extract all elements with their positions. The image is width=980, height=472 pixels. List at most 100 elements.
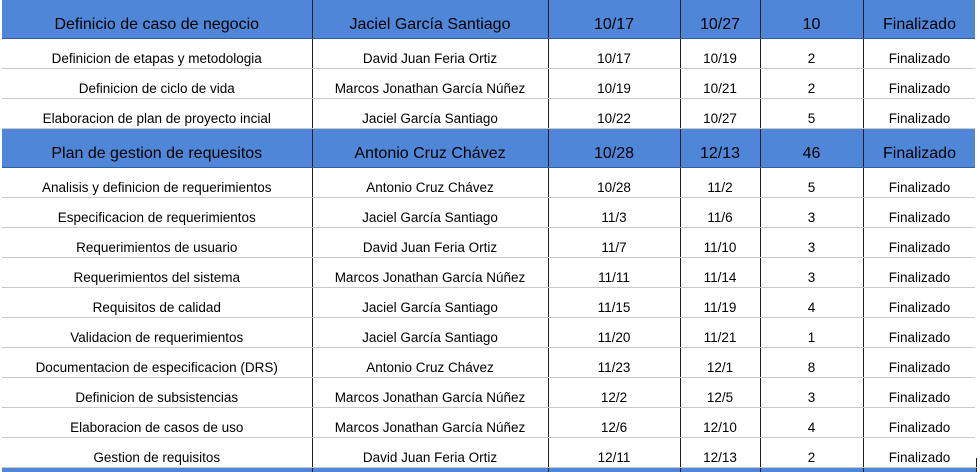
sheet-edge — [975, 0, 980, 458]
task-owner-cell[interactable]: Antonio Cruz Chávez — [312, 168, 548, 198]
task-owner-cell[interactable]: Jaciel García Santiago — [312, 99, 548, 129]
task-end-cell[interactable]: 10/27 — [680, 99, 760, 129]
task-start-cell[interactable]: 12/6 — [548, 408, 680, 438]
task-status-cell[interactable]: Finalizado — [863, 228, 976, 258]
task-owner-cell[interactable]: Marcos Jonathan García Núñez — [312, 408, 548, 438]
task-end-cell[interactable]: 10/19 — [680, 39, 760, 69]
task-name-cell[interactable]: Validacion de requerimientos — [2, 318, 312, 348]
task-end-cell[interactable]: 12/5 — [680, 378, 760, 408]
cell[interactable] — [863, 468, 976, 472]
task-days-cell[interactable]: 1 — [760, 318, 863, 348]
task-start-cell[interactable]: 10/19 — [548, 69, 680, 99]
table-row: Elaboracion de casos de uso Marcos Jonat… — [2, 408, 976, 438]
task-days-cell[interactable]: 5 — [760, 168, 863, 198]
task-status-cell[interactable]: Finalizado — [863, 39, 976, 69]
task-name-cell[interactable]: Analisis y definicion de requerimientos — [2, 168, 312, 198]
task-name-cell[interactable]: Elaboracion de casos de uso — [2, 408, 312, 438]
task-end-cell[interactable]: 12/1 — [680, 348, 760, 378]
task-status-cell[interactable]: Finalizado — [863, 258, 976, 288]
task-status-cell[interactable]: Finalizado — [863, 318, 976, 348]
task-owner-cell[interactable]: Marcos Jonathan García Núñez — [312, 258, 548, 288]
task-start-cell[interactable]: 10/28 — [548, 168, 680, 198]
task-start-cell[interactable]: 11/3 — [548, 198, 680, 228]
task-start-cell[interactable]: 10/17 — [548, 39, 680, 69]
cell[interactable] — [312, 468, 548, 472]
task-status-cell[interactable]: Finalizado — [863, 198, 976, 228]
task-status-cell[interactable]: Finalizado — [863, 288, 976, 318]
phase-end-cell[interactable]: 12/13 — [680, 129, 760, 168]
task-end-cell[interactable]: 11/6 — [680, 198, 760, 228]
cell[interactable] — [548, 468, 680, 472]
task-end-cell[interactable]: 11/14 — [680, 258, 760, 288]
task-start-cell[interactable]: 11/15 — [548, 288, 680, 318]
task-name-cell[interactable]: Elaboracion de plan de proyecto incial — [2, 99, 312, 129]
task-owner-cell[interactable]: David Juan Feria Ortiz — [312, 228, 548, 258]
task-status-cell[interactable]: Finalizado — [863, 378, 976, 408]
phase-end-cell[interactable]: 10/27 — [680, 0, 760, 39]
task-owner-cell[interactable]: Jaciel García Santiago — [312, 198, 548, 228]
task-owner-cell[interactable]: Jaciel García Santiago — [312, 288, 548, 318]
task-status-cell[interactable]: Finalizado — [863, 408, 976, 438]
task-start-cell[interactable]: 11/23 — [548, 348, 680, 378]
task-status-cell[interactable]: Finalizado — [863, 438, 976, 468]
table-row: Requisitos de calidad Jaciel García Sant… — [2, 288, 976, 318]
task-end-cell[interactable]: 11/19 — [680, 288, 760, 318]
task-owner-cell[interactable]: Antonio Cruz Chávez — [312, 348, 548, 378]
phase-status-cell[interactable]: Finalizado — [863, 129, 976, 168]
phase-owner-cell[interactable]: Jaciel García Santiago — [312, 0, 548, 39]
phase-name-cell[interactable]: Definicio de caso de negocio — [2, 0, 312, 39]
phase-owner-cell[interactable]: Antonio Cruz Chávez — [312, 129, 548, 168]
task-start-cell[interactable]: 10/22 — [548, 99, 680, 129]
task-name-cell[interactable]: Definicion de ciclo de vida — [2, 69, 312, 99]
task-owner-cell[interactable]: David Juan Feria Ortiz — [312, 438, 548, 468]
task-name-cell[interactable]: Requerimientos de usuario — [2, 228, 312, 258]
task-start-cell[interactable]: 12/11 — [548, 438, 680, 468]
task-status-cell[interactable]: Finalizado — [863, 69, 976, 99]
task-end-cell[interactable]: 12/13 — [680, 438, 760, 468]
task-start-cell[interactable]: 12/2 — [548, 378, 680, 408]
task-end-cell[interactable]: 10/21 — [680, 69, 760, 99]
task-status-cell[interactable]: Finalizado — [863, 99, 976, 129]
task-days-cell[interactable]: 5 — [760, 99, 863, 129]
task-name-cell[interactable]: Especificacion de requerimientos — [2, 198, 312, 228]
cell[interactable] — [2, 468, 312, 472]
task-name-cell[interactable]: Documentacion de especificacion (DRS) — [2, 348, 312, 378]
task-days-cell[interactable]: 3 — [760, 378, 863, 408]
task-status-cell[interactable]: Finalizado — [863, 168, 976, 198]
task-owner-cell[interactable]: Jaciel García Santiago — [312, 318, 548, 348]
task-days-cell[interactable]: 3 — [760, 198, 863, 228]
task-name-cell[interactable]: Requisitos de calidad — [2, 288, 312, 318]
task-end-cell[interactable]: 11/21 — [680, 318, 760, 348]
task-end-cell[interactable]: 11/2 — [680, 168, 760, 198]
task-name-cell[interactable]: Definicion de etapas y metodologia — [2, 39, 312, 69]
task-days-cell[interactable]: 8 — [760, 348, 863, 378]
task-days-cell[interactable]: 2 — [760, 39, 863, 69]
task-days-cell[interactable]: 2 — [760, 69, 863, 99]
task-name-cell[interactable]: Definicion de subsistencias — [2, 378, 312, 408]
task-status-cell[interactable]: Finalizado — [863, 348, 976, 378]
phase-status-cell[interactable]: Finalizado — [863, 0, 976, 39]
task-owner-cell[interactable]: Marcos Jonathan García Núñez — [312, 378, 548, 408]
phase-start-cell[interactable]: 10/17 — [548, 0, 680, 39]
task-name-cell[interactable]: Requerimientos del sistema — [2, 258, 312, 288]
phase-start-cell[interactable]: 10/28 — [548, 129, 680, 168]
task-start-cell[interactable]: 11/11 — [548, 258, 680, 288]
phase-name-cell[interactable]: Plan de gestion de requesitos — [2, 129, 312, 168]
task-days-cell[interactable]: 2 — [760, 438, 863, 468]
phase-days-cell[interactable]: 10 — [760, 0, 863, 39]
task-owner-cell[interactable]: Marcos Jonathan García Núñez — [312, 69, 548, 99]
phase-days-cell[interactable]: 46 — [760, 129, 863, 168]
task-end-cell[interactable]: 11/10 — [680, 228, 760, 258]
task-days-cell[interactable]: 3 — [760, 258, 863, 288]
task-days-cell[interactable]: 4 — [760, 408, 863, 438]
cell[interactable] — [760, 468, 863, 472]
task-owner-cell[interactable]: David Juan Feria Ortiz — [312, 39, 548, 69]
table-row: Requerimientos del sistema Marcos Jonath… — [2, 258, 976, 288]
task-name-cell[interactable]: Gestion de requisitos — [2, 438, 312, 468]
task-start-cell[interactable]: 11/20 — [548, 318, 680, 348]
task-end-cell[interactable]: 12/10 — [680, 408, 760, 438]
task-days-cell[interactable]: 4 — [760, 288, 863, 318]
task-days-cell[interactable]: 3 — [760, 228, 863, 258]
cell[interactable] — [680, 468, 760, 472]
task-start-cell[interactable]: 11/7 — [548, 228, 680, 258]
